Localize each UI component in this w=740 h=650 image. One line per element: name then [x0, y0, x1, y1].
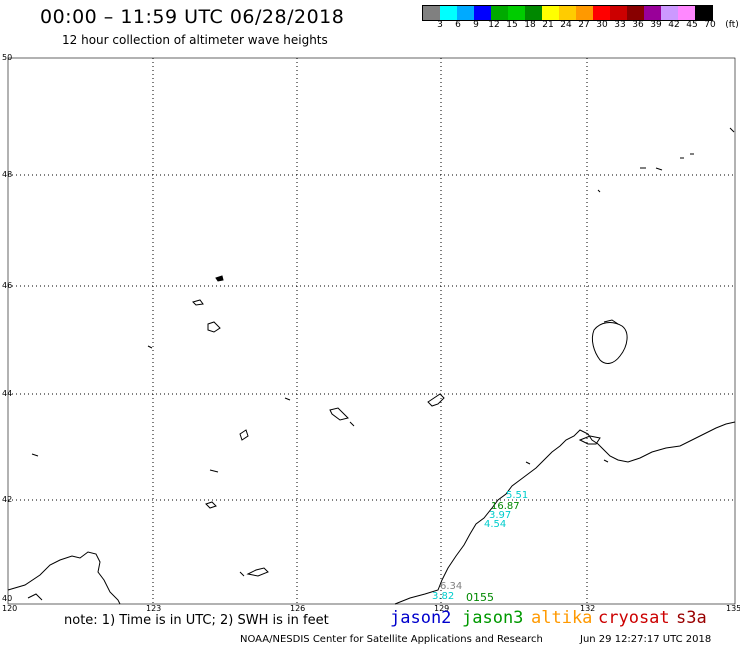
- satellite-cryosat: cryosat: [598, 608, 670, 628]
- lat-label-48: 48: [2, 170, 13, 179]
- legend-label: 3: [437, 20, 443, 30]
- map-grid: [8, 58, 736, 604]
- chart-subtitle: 12 hour collection of altimeter wave hei…: [62, 33, 328, 47]
- legend-swatch: [610, 6, 627, 20]
- satellite-altika: altika: [531, 608, 593, 628]
- legend-swatch: [423, 6, 440, 20]
- legend-swatch: [559, 6, 576, 20]
- generated-timestamp: Jun 29 12:27:17 UTC 2018: [580, 634, 712, 645]
- legend-swatch: [661, 6, 678, 20]
- legend-swatch: [593, 6, 610, 20]
- lat-label-50: 50: [2, 53, 13, 62]
- credit-line: NOAA/NESDIS Center for Satellite Applica…: [240, 634, 543, 645]
- lon-label-129: 129: [434, 604, 450, 613]
- legend-swatch: [474, 6, 491, 20]
- legend-label: 18: [524, 20, 536, 30]
- legend-swatch: [576, 6, 593, 20]
- lat-label-42: 42: [2, 495, 13, 504]
- legend-swatch: [542, 6, 559, 20]
- legend-swatch: [457, 6, 474, 20]
- legend-label: 21: [542, 20, 554, 30]
- legend-unit: (ft): [725, 20, 739, 30]
- coastline: [7, 319, 736, 605]
- legend-swatch: [440, 6, 457, 20]
- wave-reading: 6.34: [440, 581, 463, 592]
- legend-label: 36: [632, 20, 644, 30]
- legend-swatch: [644, 6, 661, 20]
- legend-swatch: [508, 6, 525, 20]
- wave-reading: 5.51: [506, 490, 529, 501]
- legend-label: 24: [560, 20, 572, 30]
- legend-label: 12: [488, 20, 500, 30]
- lon-label-123: 123: [146, 604, 162, 613]
- islands: [31, 127, 735, 577]
- satellite-jason2: jason2: [390, 608, 452, 628]
- legend-label: 9: [473, 20, 479, 30]
- lon-label-120: 120: [2, 604, 18, 613]
- lon-label-126: 126: [290, 604, 306, 613]
- wave-reading: 16.87: [491, 501, 520, 512]
- satellite-s3a: s3a: [676, 608, 707, 628]
- legend-swatch: [695, 6, 712, 20]
- lat-label-40: 40: [2, 594, 13, 603]
- legend-label: 15: [506, 20, 518, 30]
- legend-swatch: [678, 6, 695, 20]
- legend-label: 39: [650, 20, 662, 30]
- lon-label-132: 132: [580, 604, 596, 613]
- satellite-jason3: jason3: [462, 608, 524, 628]
- wave-reading: 3.97: [489, 510, 512, 521]
- color-legend: [422, 5, 713, 21]
- chart-title: 00:00 – 11:59 UTC 06/28/2018: [40, 6, 345, 28]
- legend-label: 33: [614, 20, 626, 30]
- map-frame: [7, 57, 736, 605]
- footnote: note: 1) Time is in UTC; 2) SWH is in fe…: [64, 613, 329, 628]
- lat-label-44: 44: [2, 389, 13, 398]
- legend-label: 42: [668, 20, 680, 30]
- legend-label: 6: [455, 20, 461, 30]
- legend-label: 27: [578, 20, 590, 30]
- wave-reading: 3.82: [432, 591, 455, 602]
- wave-reading: 0155: [466, 591, 494, 604]
- legend-label: 30: [596, 20, 608, 30]
- color-legend-labels: 3 6 9 12 15 18 21 24 27 30 33 36 39 42 45 70 (ft): [422, 20, 740, 34]
- legend-swatch: [525, 6, 542, 20]
- legend-label: 45: [686, 20, 698, 30]
- legend-swatch: [491, 6, 508, 20]
- legend-swatch: [627, 6, 644, 20]
- legend-label: 70: [704, 20, 716, 30]
- wave-reading: 4.54: [484, 519, 507, 530]
- lat-label-46: 46: [2, 281, 13, 290]
- lon-label-135: 135: [726, 604, 740, 613]
